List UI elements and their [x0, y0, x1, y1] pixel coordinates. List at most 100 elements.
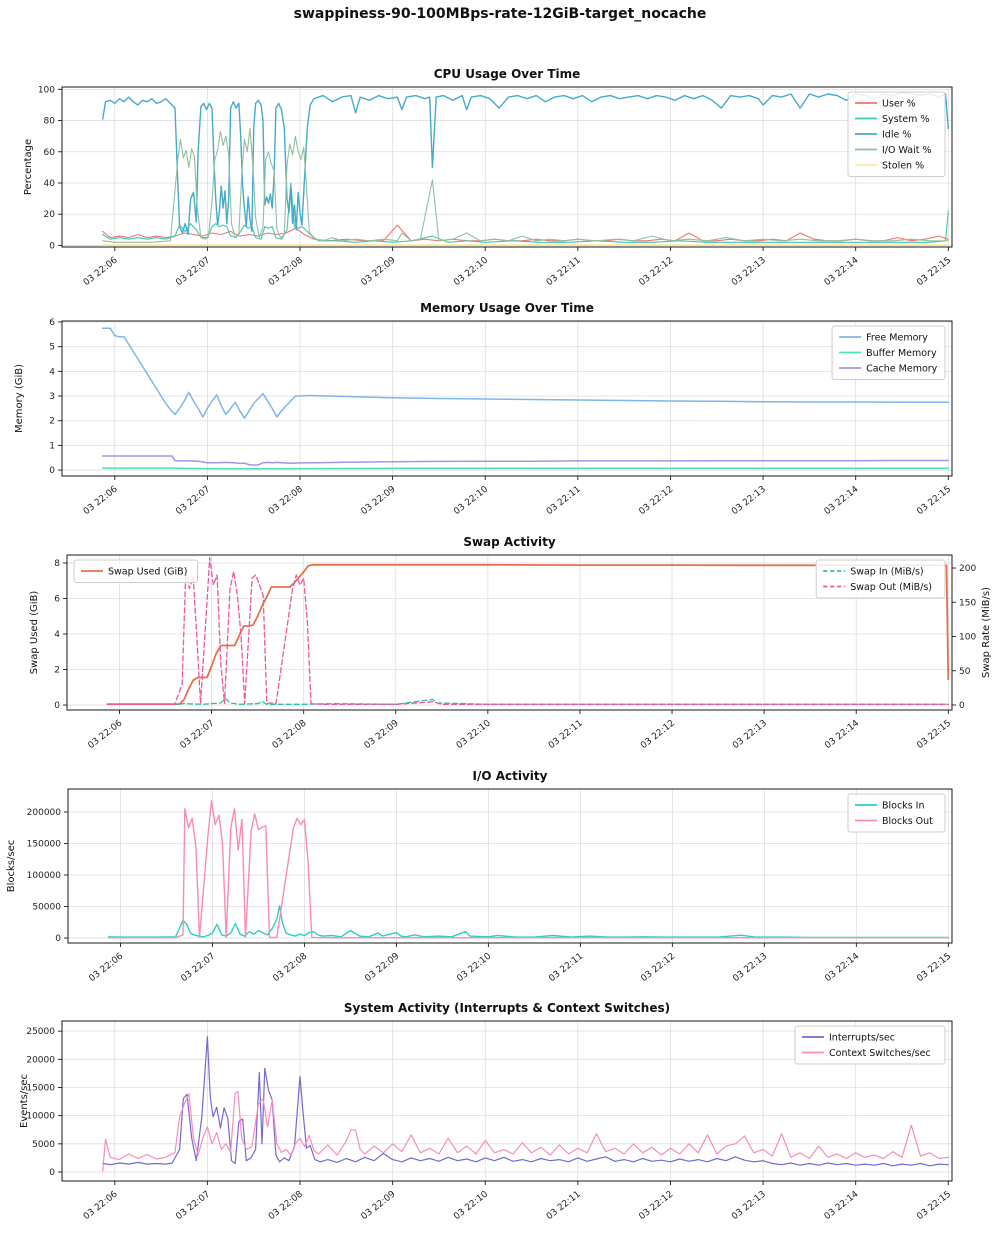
svg-text:03 22:09: 03 22:09	[360, 255, 398, 288]
mem-ylabel: Memory (GiB)	[14, 364, 25, 433]
svg-text:03 22:15: 03 22:15	[915, 484, 953, 517]
svg-text:80: 80	[44, 117, 56, 127]
svg-text:03 22:11: 03 22:11	[545, 255, 583, 288]
svg-text:03 22:08: 03 22:08	[271, 951, 309, 984]
svg-text:Swap Out (MiB/s): Swap Out (MiB/s)	[850, 582, 932, 593]
svg-text:03 22:12: 03 22:12	[637, 1189, 675, 1222]
io-ylabel: Blocks/sec	[6, 840, 17, 893]
cpu-series-idle	[102, 91, 949, 236]
svg-text:03 22:07: 03 22:07	[174, 1189, 212, 1222]
svg-text:03 22:14: 03 22:14	[823, 1189, 861, 1222]
io-series-blocks-out	[107, 800, 949, 939]
svg-text:03 22:07: 03 22:07	[179, 718, 217, 751]
svg-text:100000: 100000	[27, 871, 62, 881]
svg-text:03 22:13: 03 22:13	[730, 255, 768, 288]
swap-series-swap-used-gib	[106, 563, 950, 705]
svg-text:6: 6	[49, 318, 55, 328]
svg-text:Swap Rate (MiB/s): Swap Rate (MiB/s)	[981, 587, 992, 678]
io-axes: 03 22:06 03 22:07 03 22:08 03 22:09 03 22:10…	[27, 808, 954, 984]
io-series	[107, 800, 949, 939]
svg-text:Cache Memory: Cache Memory	[866, 364, 938, 375]
swap-legend-0: Swap Used (GiB)	[73, 559, 198, 583]
svg-text:03 22:10: 03 22:10	[455, 951, 493, 984]
svg-text:03 22:13: 03 22:13	[730, 484, 768, 517]
svg-text:0: 0	[55, 934, 61, 944]
svg-text:03 22:07: 03 22:07	[179, 951, 217, 984]
sys-plot-border	[61, 1020, 953, 1182]
swap-title: Swap Activity	[463, 535, 556, 549]
svg-text:03 22:06: 03 22:06	[82, 255, 120, 288]
svg-text:03 22:14: 03 22:14	[823, 484, 861, 517]
mem-title: Memory Usage Over Time	[420, 301, 594, 315]
svg-text:03 22:11: 03 22:11	[547, 718, 585, 751]
svg-text:Swap In (MiB/s): Swap In (MiB/s)	[850, 567, 923, 578]
svg-text:Free Memory: Free Memory	[866, 333, 928, 344]
svg-text:0: 0	[54, 701, 60, 711]
svg-text:40: 40	[44, 179, 56, 189]
io-legend-0: Blocks In Blocks Out	[847, 793, 946, 833]
svg-text:Swap Used (GiB): Swap Used (GiB)	[108, 567, 187, 578]
svg-text:03 22:09: 03 22:09	[360, 1189, 398, 1222]
svg-text:03 22:14: 03 22:14	[823, 255, 861, 288]
svg-text:2: 2	[54, 666, 60, 676]
io-plot-border	[67, 788, 953, 944]
swap-plot-border	[66, 554, 953, 711]
svg-text:1: 1	[49, 441, 55, 451]
svg-text:20: 20	[44, 210, 56, 220]
mem-series-free-memory	[101, 327, 950, 419]
svg-text:03 22:09: 03 22:09	[363, 718, 401, 751]
swap-series-swap-out-mib-s	[106, 557, 949, 705]
svg-text:03 22:08: 03 22:08	[271, 718, 309, 751]
svg-text:03 22:14: 03 22:14	[823, 718, 861, 751]
sys-grid	[62, 1021, 952, 1181]
svg-text:2: 2	[49, 417, 55, 427]
mem-chart: 03 22:06 03 22:07 03 22:08 03 22:09 03 22:10…	[14, 301, 953, 517]
svg-text:03 22:07: 03 22:07	[174, 484, 212, 517]
svg-text:I/O Wait %: I/O Wait %	[882, 145, 932, 156]
cpu-ylabel: Percentage	[23, 139, 34, 195]
svg-text:03 22:12: 03 22:12	[639, 718, 677, 751]
svg-text:03 22:10: 03 22:10	[455, 718, 493, 751]
sys-series-context-switches-sec	[102, 1090, 949, 1172]
svg-text:03 22:10: 03 22:10	[452, 1189, 490, 1222]
mem-plot-border	[61, 320, 953, 477]
svg-text:4: 4	[49, 367, 55, 377]
svg-text:03 22:15: 03 22:15	[915, 1189, 953, 1222]
svg-text:0: 0	[49, 1168, 55, 1178]
svg-text:60: 60	[44, 148, 56, 158]
sys-ylabel: Events/sec	[19, 1074, 30, 1128]
svg-text:4: 4	[54, 630, 60, 640]
svg-text:03 22:07: 03 22:07	[174, 255, 212, 288]
sys-legend-0: Interrupts/sec Context Switches/sec	[794, 1025, 946, 1065]
svg-text:10000: 10000	[26, 1112, 55, 1122]
svg-text:03 22:08: 03 22:08	[267, 484, 305, 517]
swap-series-swap-in-mib-s	[106, 697, 949, 705]
swap-ylabel: Swap Used (GiB)	[29, 591, 40, 675]
svg-text:03 22:10: 03 22:10	[452, 255, 490, 288]
svg-text:0: 0	[959, 701, 965, 711]
svg-text:50: 50	[959, 667, 971, 677]
sys-title: System Activity (Interrupts & Context Sw…	[344, 1001, 670, 1015]
svg-text:03 22:15: 03 22:15	[915, 718, 953, 751]
svg-text:100: 100	[959, 633, 976, 643]
svg-text:Blocks In: Blocks In	[882, 801, 925, 812]
svg-text:6: 6	[54, 594, 60, 604]
svg-text:Stolen %: Stolen %	[882, 161, 924, 172]
svg-text:50000: 50000	[32, 903, 61, 913]
svg-text:03 22:09: 03 22:09	[360, 484, 398, 517]
cpu-series-i-o-wait	[102, 127, 949, 243]
svg-text:03 22:14: 03 22:14	[823, 951, 861, 984]
sys-series-interrupts-sec	[102, 1036, 949, 1167]
io-title: I/O Activity	[473, 769, 548, 783]
svg-text:03 22:06: 03 22:06	[82, 1189, 120, 1222]
io-series-blocks-in	[107, 905, 949, 939]
svg-text:Blocks Out: Blocks Out	[882, 816, 933, 827]
svg-text:03 22:06: 03 22:06	[87, 951, 125, 984]
mem-series	[101, 327, 950, 470]
svg-text:03 22:09: 03 22:09	[363, 951, 401, 984]
sys-series	[102, 1036, 949, 1172]
svg-text:03 22:10: 03 22:10	[452, 484, 490, 517]
mem-series-buffer-memory	[101, 467, 950, 470]
svg-text:03 22:11: 03 22:11	[545, 484, 583, 517]
